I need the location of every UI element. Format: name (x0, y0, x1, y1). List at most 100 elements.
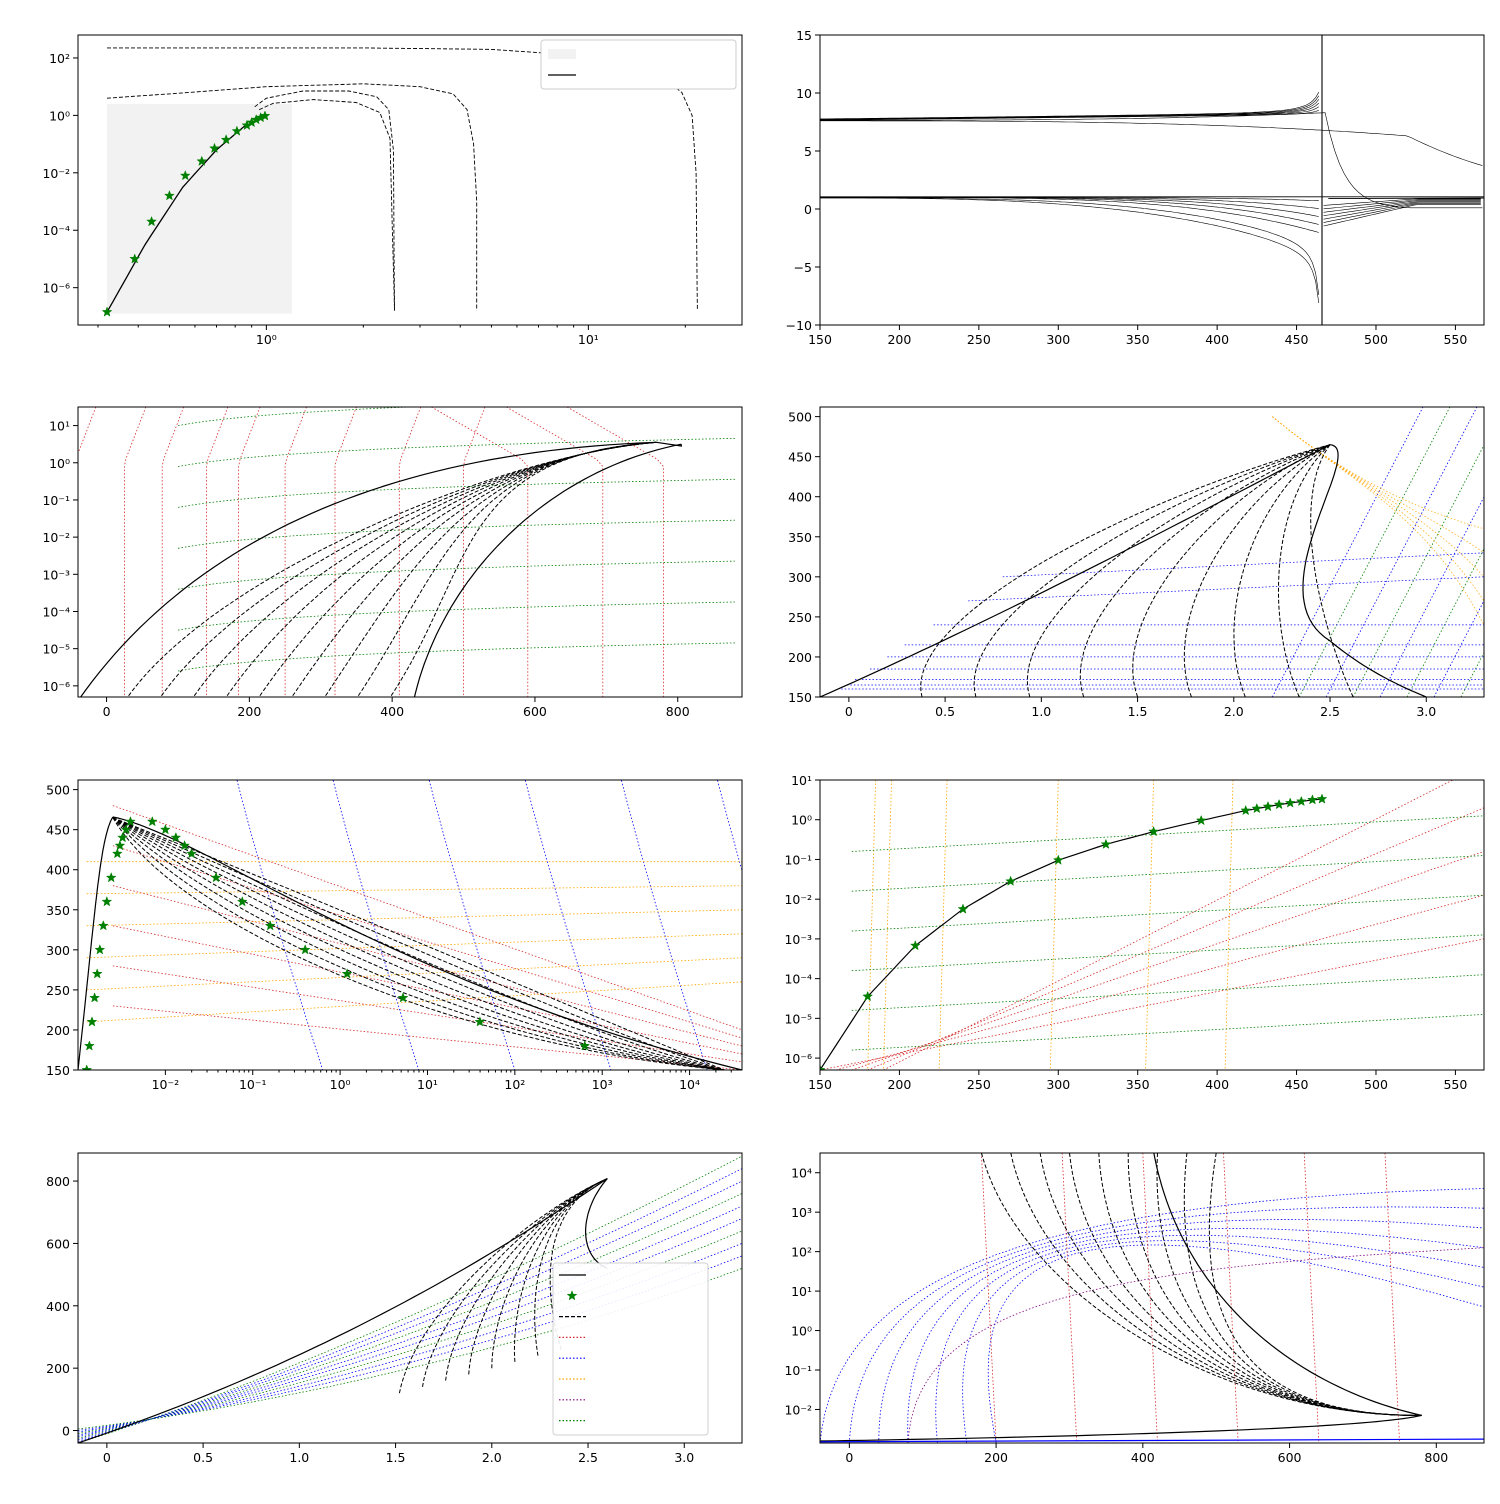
x-tick-label: 250 (967, 332, 991, 347)
isoenthalpic-line (1272, 416, 1484, 626)
pip-curve (820, 197, 1320, 295)
ancillary-point (909, 939, 921, 951)
isoquality-line (1026, 444, 1331, 697)
isoenthalpic-line (938, 780, 948, 1070)
isobar-line (78, 1205, 742, 1438)
panel-hs: 0 0.5 1.0 1.5 2.0 2.5 3.0 0 200 400 600 800 (46, 1152, 743, 1465)
y-tick-label: 10⁰ (791, 813, 812, 828)
isobar-line (78, 1168, 742, 1442)
isoquality-line (324, 441, 657, 697)
isochor-line (851, 815, 1484, 852)
x-tick-label: 450 (1285, 1077, 1309, 1092)
isoenthalpic-line (86, 909, 742, 927)
y-tick-label: 10¹ (791, 773, 812, 788)
panel-ph: 0 200 400 600 800 10⁻⁶ 10⁻⁵ 10⁻⁴ 10⁻³ 10⁻² 10⁻¹ 10⁰… (42, 406, 743, 719)
y-tick-label: −10 (786, 318, 812, 333)
ancillary-point (1148, 825, 1159, 837)
x-tick-label: 0.5 (935, 704, 955, 719)
saturation-curve (820, 798, 1323, 1070)
ancillary-point (1307, 794, 1318, 805)
x-tick-label: 1.5 (1128, 704, 1148, 719)
x-tick-label: 800 (1424, 1450, 1448, 1465)
x-tick-label: 2.0 (1224, 704, 1244, 719)
y-tick-label: 10⁻⁴ (784, 972, 812, 987)
ancillary-point (164, 190, 175, 201)
isoquality-line (491, 1178, 608, 1369)
isotherm-line (867, 807, 1484, 1070)
ancillary-point (1195, 814, 1207, 826)
isoenthalpic-line (883, 780, 892, 1070)
x-tick-label: 1.5 (386, 1450, 406, 1465)
isoquality-line (445, 1178, 608, 1381)
x-tick-label: 10² (504, 1077, 525, 1092)
isoentropic-line (907, 1247, 1484, 1443)
saturation-curve (79, 441, 657, 697)
x-tick-label: 400 (1205, 1077, 1229, 1092)
x-tick-label: 0.5 (193, 1450, 213, 1465)
x-tick-label: 450 (1285, 332, 1309, 347)
y-tick-label: 300 (788, 570, 812, 585)
isotherm-line (1061, 1153, 1078, 1443)
plot-frame (819, 406, 1485, 698)
x-tick-label: 600 (523, 704, 547, 719)
isotherm-line (1223, 1153, 1239, 1443)
ancillary-point (89, 992, 101, 1003)
isoquality-line (980, 1153, 1422, 1416)
pip-curve (820, 197, 1319, 209)
pip-curve (820, 197, 1319, 233)
ancillary-point (1262, 800, 1274, 812)
y-tick-label: 10⁴ (791, 1166, 812, 1181)
ancillary-point (114, 839, 126, 851)
isotherm-line (112, 1005, 742, 1070)
isoenthalpic-line (1224, 780, 1234, 1070)
isoquality-line (112, 817, 725, 1070)
isobar-line (987, 1244, 1484, 1443)
ancillary-point (1005, 875, 1017, 886)
pip-curve (1323, 198, 1481, 206)
isotherm-line (1142, 1153, 1158, 1443)
ancillary-point (105, 871, 117, 883)
isoquality-line (112, 817, 725, 1070)
isotherm-line (284, 407, 307, 697)
plot-area-pip (820, 35, 1484, 325)
isoquality-line (1132, 444, 1331, 697)
ancillary-point (179, 169, 191, 181)
ancillary-point (120, 823, 132, 835)
panel-ts: 0 0.5 1.0 1.5 2.0 2.5 3.0 150 200 250 300 350 400 450… (788, 406, 1485, 719)
plot-area-ph (78, 407, 735, 697)
y-tick-label: 250 (46, 983, 70, 998)
isobar-line (428, 780, 516, 1070)
isotherm-line (1384, 1153, 1400, 1443)
isotherm-line (112, 845, 742, 1039)
ancillary-point (1240, 804, 1252, 816)
ancillary-point (231, 125, 243, 136)
x-tick-label: 300 (1046, 332, 1070, 347)
y-tick-label: 450 (46, 823, 70, 838)
y-tick-label: 10⁻² (42, 530, 70, 545)
x-tick-label: 400 (1131, 1450, 1155, 1465)
ideal-curve-ideal (106, 83, 478, 311)
panel-vu: 0 200 400 600 800 10⁻² 10⁻¹ 10⁰ 10¹ 10² 10³ 10⁴ (784, 1152, 1485, 1465)
isotherm-line (463, 407, 486, 697)
y-tick-label: 0 (804, 202, 812, 217)
y-tick-label: 10⁻² (784, 1402, 812, 1417)
isotherm-line (566, 407, 664, 697)
isoquality-line (356, 441, 657, 697)
ancillary-point (81, 1064, 93, 1070)
isoquality-line (1079, 444, 1331, 697)
isoquality-line (468, 1178, 608, 1375)
y-tick-label: 10⁰ (791, 1324, 812, 1339)
isoquality-line (389, 441, 657, 697)
isotherm-line (334, 407, 357, 697)
x-tick-label: 200 (887, 332, 911, 347)
x-tick-label: 2.5 (578, 1450, 598, 1465)
y-tick-label: 350 (788, 530, 812, 545)
x-tick-label: 400 (1205, 332, 1229, 347)
isotherm-line (1303, 1153, 1320, 1443)
ancillary-point (94, 944, 106, 955)
y-tick-label: 10³ (791, 1205, 812, 1220)
ancillary-point (299, 944, 311, 955)
isobar-line (78, 1255, 742, 1431)
ancillary-point (129, 253, 141, 264)
panel-pip: 150 200 250 300 350 400 450 500 550 −10 −5 0 5 10 15 (786, 28, 1485, 347)
